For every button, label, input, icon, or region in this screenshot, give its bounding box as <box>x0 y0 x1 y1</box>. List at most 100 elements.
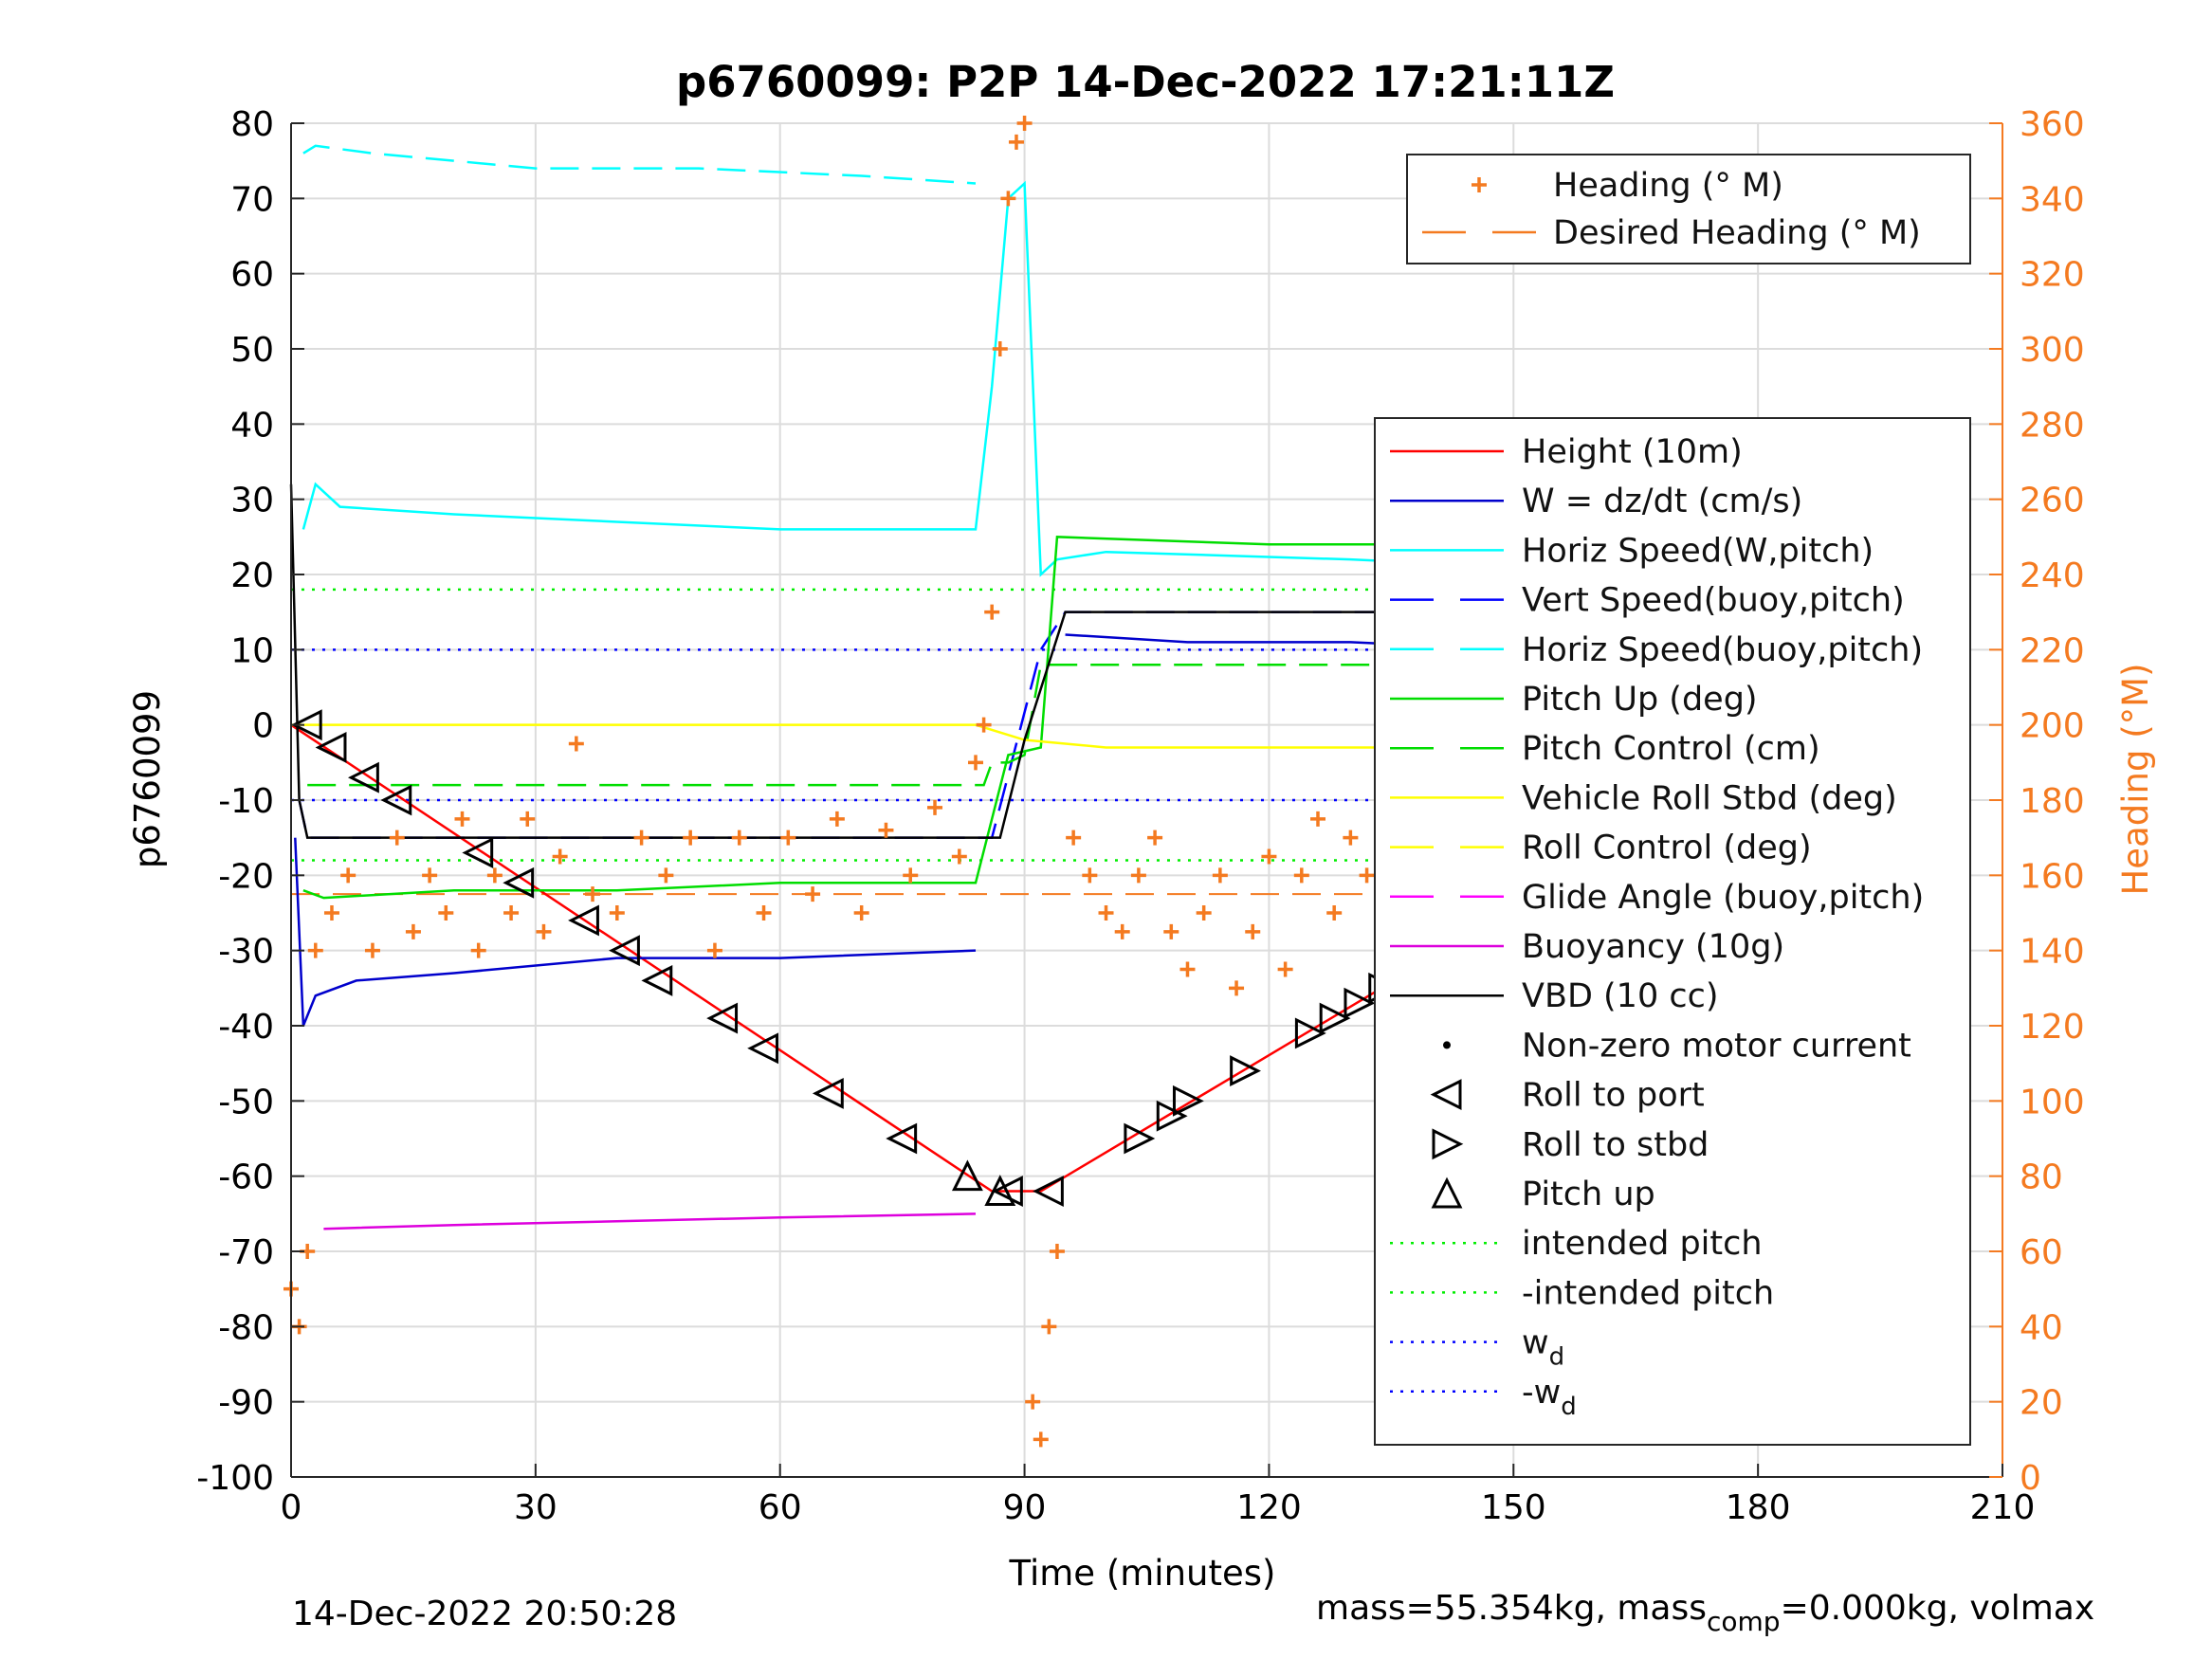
series-line-5 <box>302 536 1823 900</box>
heading-point <box>756 905 772 921</box>
heading-point <box>1016 116 1033 131</box>
heading-point <box>976 717 992 733</box>
heading-point <box>609 905 625 921</box>
roll-to-port-marker <box>812 1077 844 1109</box>
x-tick-label: 150 <box>1481 1488 1546 1527</box>
heading-point <box>1343 830 1359 846</box>
roll-to-port-marker <box>290 709 322 741</box>
legend-sample <box>1431 1176 1463 1209</box>
legend-entry-text: Glide Angle (buoy,pitch) <box>1522 879 1924 917</box>
legend-entry: Roll Control (deg) <box>1522 830 1812 867</box>
series-line-8 <box>323 1212 977 1231</box>
footer-date: 14-Dec-2022 20:50:28 <box>292 1595 677 1633</box>
y-right-tick-label: 60 <box>2020 1233 2063 1272</box>
legend-sample <box>1443 1041 1451 1049</box>
heading-point <box>853 905 869 921</box>
heading-point <box>633 830 649 846</box>
legend-entry-text: Roll Control (deg) <box>1522 830 1812 867</box>
chart-title: p6760099: P2P 14-Dec-2022 17:21:11Z <box>676 57 1615 107</box>
heading-point <box>470 942 486 958</box>
heading-point <box>552 848 568 865</box>
legend-entry-text: Pitch up <box>1522 1176 1655 1213</box>
y-right-tick-label: 360 <box>2020 105 2085 144</box>
y-left-tick-label: -60 <box>218 1158 274 1197</box>
footer-mass-sub: comp <box>1707 1606 1781 1637</box>
x-tick-label: 180 <box>1726 1488 1791 1527</box>
heading-point <box>1066 830 1082 846</box>
legend-entry-text: Pitch Up (deg) <box>1522 681 1758 719</box>
legend-entry: intended pitch <box>1522 1225 1763 1263</box>
heading-point <box>486 867 503 884</box>
heading-point <box>805 886 821 902</box>
heading-point <box>454 811 470 827</box>
heading-point <box>340 867 356 884</box>
heading-legend-box <box>1406 154 1971 264</box>
legend-entry: Glide Angle (buoy,pitch) <box>1522 879 1924 917</box>
legend-entry: Horiz Speed(buoy,pitch) <box>1522 631 1923 669</box>
heading-point <box>1163 923 1179 939</box>
legend-entry-text: Horiz Speed(buoy,pitch) <box>1522 631 1923 669</box>
y-left-tick-label: 20 <box>230 556 274 595</box>
legend-entry-sub: d <box>1561 1393 1577 1421</box>
heading-point <box>1098 905 1114 921</box>
roll-to-stbd-marker <box>1124 1122 1156 1155</box>
x-tick-label: 60 <box>759 1488 802 1527</box>
heading-point <box>585 886 601 902</box>
legend-entry: Pitch up <box>1522 1176 1655 1213</box>
x-tick-label: 90 <box>1003 1488 1047 1527</box>
series-line-6 <box>307 663 1823 787</box>
roll-to-port-marker <box>609 935 640 967</box>
x-tick-label: 0 <box>281 1488 302 1527</box>
legend-entry: Pitch Up (deg) <box>1522 681 1758 719</box>
y-left-tick-label: -70 <box>218 1233 274 1272</box>
roll-to-stbd-marker <box>1230 1055 1261 1087</box>
heading-point <box>1049 1244 1065 1259</box>
heading-point <box>1196 905 1212 921</box>
legend-entry-text: Horiz Speed(W,pitch) <box>1522 532 1874 570</box>
y-right-tick-label: 260 <box>2020 482 2085 520</box>
y-right-tick-label: 120 <box>2020 1008 2085 1047</box>
heading-point <box>568 736 584 752</box>
legend-entry: Roll to stbd <box>1522 1126 1709 1164</box>
y-right-tick-label: 340 <box>2020 180 2085 219</box>
legend-entry-text: -w <box>1522 1374 1561 1412</box>
legend-entry-text: -intended pitch <box>1522 1274 1774 1312</box>
legend-entry-sub: d <box>1549 1343 1565 1372</box>
heading-point <box>1310 811 1325 827</box>
legend-entry-text: VBD (10 cc) <box>1522 977 1719 1015</box>
heading-point <box>1245 923 1261 939</box>
heading-point <box>1229 980 1245 996</box>
legend-entry: -intended pitch <box>1522 1274 1774 1312</box>
y-right-tick-label: 240 <box>2020 556 2085 595</box>
heading-point <box>984 604 1000 620</box>
heading-point <box>1147 830 1163 846</box>
heading-point <box>1025 1394 1041 1410</box>
y-left-tick-label: -10 <box>218 782 274 821</box>
x-tick-label: 30 <box>514 1488 558 1527</box>
y-axis-left-label: p6760099 <box>127 690 168 868</box>
x-axis-label: Time (minutes) <box>1009 1553 1276 1594</box>
legend-entry-text: Height (10m) <box>1522 433 1743 471</box>
heading-point <box>927 799 943 815</box>
series-line-1 <box>294 837 977 1027</box>
heading-legend-entry: Heading (° M) <box>1553 167 1783 205</box>
legend-entry-text: w <box>1522 1324 1549 1362</box>
y-right-tick-label: 320 <box>2020 256 2085 295</box>
y-left-tick-label: 50 <box>230 331 274 370</box>
heading-point <box>1082 867 1098 884</box>
heading-point <box>405 923 421 939</box>
y-right-tick-label: 0 <box>2020 1459 2041 1498</box>
roll-to-port-marker <box>348 761 379 793</box>
heading-legend-entry: Desired Heading (° M) <box>1553 214 1921 252</box>
heading-point <box>1114 923 1130 939</box>
x-tick-label: 120 <box>1236 1488 1302 1527</box>
heading-point <box>422 867 438 884</box>
y-left-tick-label: 30 <box>230 482 274 520</box>
roll-to-stbd-marker <box>1156 1100 1188 1132</box>
legend-entry: -wd <box>1522 1374 1577 1421</box>
heading-point <box>951 848 967 865</box>
roll-to-stbd-marker <box>1294 1017 1326 1049</box>
heading-legend-sample <box>1472 177 1487 192</box>
heading-point <box>1041 1319 1057 1335</box>
